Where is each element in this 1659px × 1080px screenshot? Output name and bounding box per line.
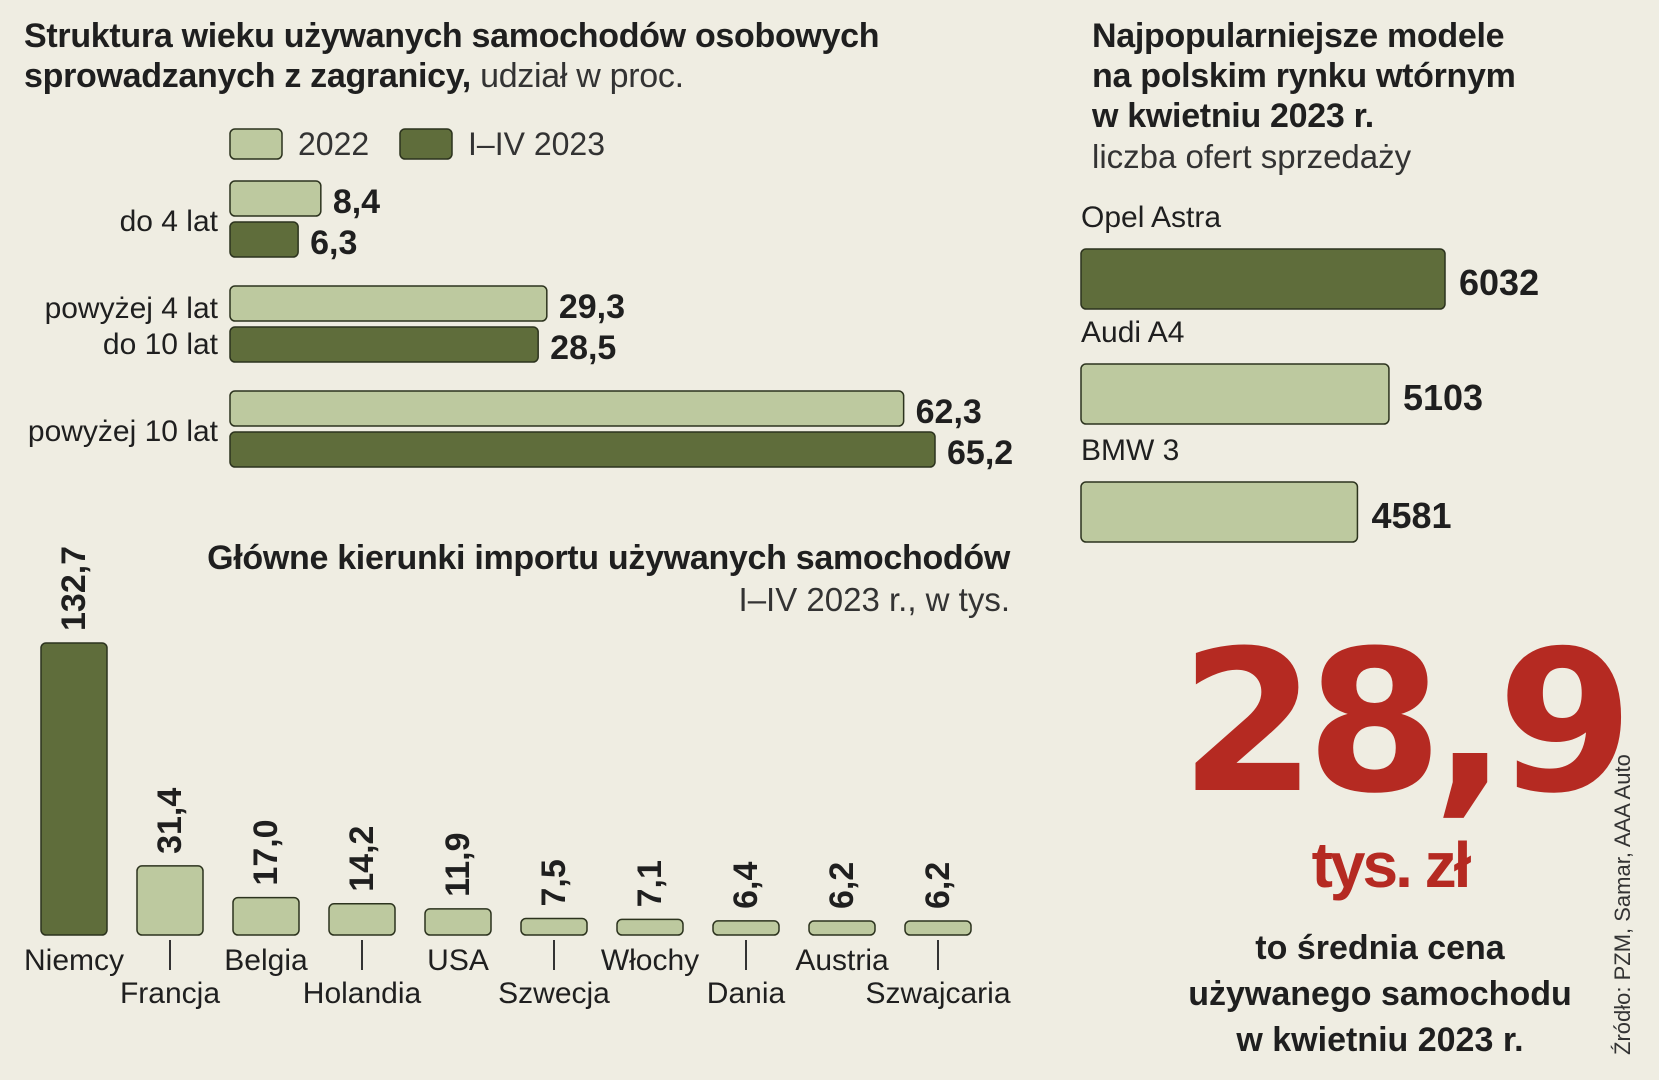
age-bar-value-1-0: 29,3 (559, 288, 625, 326)
model-label-1: Audi A4 (1081, 316, 1184, 349)
import-value-8: 6,2 (823, 862, 861, 909)
age-bar-value-2-0: 62,3 (916, 393, 982, 431)
models-title-line-2: na polskim rynku wtórnym (1092, 57, 1516, 95)
import-value-6: 7,1 (631, 860, 669, 907)
import-value-1: 31,4 (151, 788, 189, 854)
age-bar-value-0-1: 6,3 (310, 224, 357, 262)
import-bar-6 (616, 918, 684, 936)
import-bar-4 (424, 908, 492, 936)
import-directions-chart: 132,7 Niemcy 31,4 Francja 17,0 Belgia 14,2 Hola… (24, 546, 1011, 1010)
model-bar-2 (1080, 481, 1359, 543)
average-price-value: 28,9 (1180, 609, 1634, 837)
source-note: Źródło: PZM, Samar, AAA Auto (1610, 754, 1635, 1055)
import-value-2: 17,0 (247, 819, 285, 885)
import-bar-0 (40, 642, 108, 936)
model-bar-0 (1080, 248, 1446, 310)
age-bar-0-0 (229, 180, 322, 217)
models-title-line-3: w kwietniu 2023 r. (1092, 97, 1374, 135)
import-country-2: Belgia (224, 944, 308, 977)
import-country-1: Francja (120, 977, 220, 1010)
model-value-0: 6032 (1459, 262, 1539, 303)
models-chart-title: Najpopularniejsze modele na polskim rynk… (1092, 16, 1612, 136)
import-bar-1 (136, 865, 204, 936)
import-bar-9 (904, 920, 972, 936)
import-country-7: Dania (707, 977, 786, 1010)
model-label-2: BMW 3 (1081, 434, 1179, 467)
legend-swatch-1 (399, 128, 453, 160)
age-structure-chart: 2022 I–IV 2023 8,46,3 do 4 lat 29,328,5 powyż… (28, 126, 1013, 472)
average-price-caption: to średnia cena używanego samochodu w kw… (1150, 925, 1610, 1063)
age-chart-title-bold: Struktura wieku używanych samochodów oso… (24, 17, 880, 95)
age-bar-1-0 (229, 285, 548, 322)
import-value-9: 6,2 (919, 862, 957, 909)
age-bar-0-1 (229, 221, 299, 258)
import-bar-8 (808, 920, 876, 936)
import-country-9: Szwajcaria (865, 977, 1010, 1010)
average-price-unit: tys. zł (1311, 829, 1472, 901)
popular-models-chart: Opel Astra 6032 Audi A4 5103 BMW 3 4581 (1080, 201, 1539, 543)
import-value-0: 132,7 (55, 546, 93, 631)
age-category-label-0-0: do 4 lat (120, 205, 219, 238)
age-category-label-1-0: powyżej 4 lat (45, 292, 219, 325)
age-bar-value-2-1: 65,2 (947, 434, 1013, 472)
caption-line-2: używanego samochodu (1188, 975, 1572, 1013)
models-chart-subtitle: liczba ofert sprzedaży (1092, 138, 1412, 175)
age-bar-value-0-0: 8,4 (333, 183, 380, 221)
age-bar-value-1-1: 28,5 (550, 329, 616, 367)
import-country-4: USA (427, 944, 489, 977)
import-country-3: Holandia (303, 977, 422, 1010)
age-bar-2-1 (229, 431, 936, 468)
age-chart-title: Struktura wieku używanych samochodów oso… (24, 16, 1024, 96)
legend-label-0: 2022 (298, 126, 369, 162)
import-bar-5 (520, 917, 588, 936)
import-country-0: Niemcy (24, 944, 124, 977)
import-bar-2 (232, 896, 300, 936)
import-chart-title: Główne kierunki importu używanych samoch… (207, 539, 1010, 577)
legend-swatch-0 (229, 128, 283, 160)
import-value-4: 11,9 (439, 833, 477, 897)
age-bar-1-1 (229, 326, 539, 363)
caption-line-1: to średnia cena (1255, 929, 1505, 967)
age-bar-2-0 (229, 390, 905, 427)
age-category-label-1-1: do 10 lat (103, 328, 219, 361)
age-chart-title-unit: udział w proc. (480, 57, 684, 95)
legend-label-1: I–IV 2023 (468, 126, 605, 162)
model-value-2: 4581 (1371, 495, 1451, 536)
import-country-8: Austria (795, 944, 889, 977)
age-category-label-2-0: powyżej 10 lat (28, 415, 219, 448)
import-value-5: 7,5 (535, 859, 573, 906)
model-label-0: Opel Astra (1081, 201, 1221, 234)
import-bar-7 (712, 920, 780, 936)
import-country-6: Włochy (601, 944, 699, 977)
model-bar-1 (1080, 363, 1390, 425)
caption-line-3: w kwietniu 2023 r. (1236, 1021, 1524, 1059)
import-chart-subtitle: I–IV 2023 r., w tys. (738, 581, 1010, 618)
models-title-line-1: Najpopularniejsze modele (1092, 17, 1505, 55)
import-country-5: Szwecja (498, 977, 610, 1010)
import-value-7: 6,4 (727, 862, 765, 909)
import-bar-3 (328, 903, 396, 936)
model-value-1: 5103 (1403, 377, 1483, 418)
import-value-3: 14,2 (343, 826, 381, 892)
